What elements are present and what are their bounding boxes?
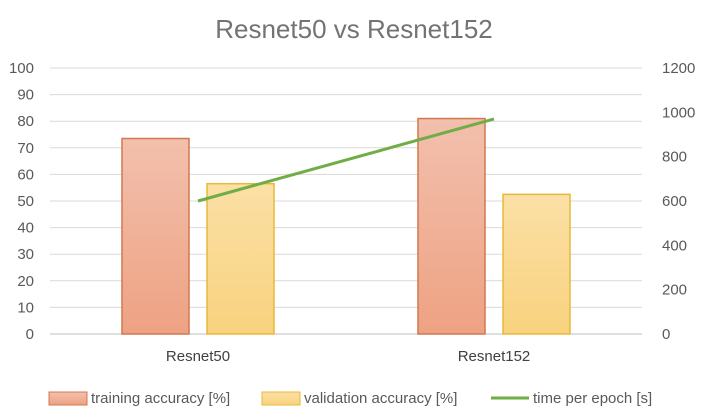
left-tick-label: 40 [17,220,34,237]
left-tick-label: 20 [17,273,34,290]
left-tick-label: 100 [9,60,34,77]
left-tick-label: 30 [17,246,34,263]
line-series [197,117,495,203]
right-axis-ticks: 0 200 400 600 800 1000 1200 [662,60,695,343]
right-tick-label: 1000 [662,104,695,121]
line-time-per-epoch [197,117,495,203]
category-label: Resnet152 [458,348,531,365]
bars [121,117,571,335]
left-axis-ticks: 0 10 20 30 40 50 60 70 80 90 100 [9,60,34,343]
left-tick-label: 80 [17,113,34,130]
legend: training accuracy [%] validation accuracy… [48,390,652,407]
legend-label: validation accuracy [%] [304,390,457,407]
bar [121,137,190,335]
right-tick-label: 800 [662,149,687,166]
left-tick-label: 50 [17,193,34,210]
legend-label: time per epoch [s] [533,390,652,407]
right-tick-label: 600 [662,193,687,210]
right-tick-label: 1200 [662,60,695,77]
legend-swatch [48,391,88,406]
legend-label: training accuracy [%] [91,390,230,407]
bar [417,117,486,335]
category-label: Resnet50 [166,348,230,365]
legend-swatch [261,391,301,406]
left-tick-label: 70 [17,140,34,157]
left-tick-label: 10 [17,299,34,316]
left-tick-label: 60 [17,166,34,183]
bar [206,182,275,335]
right-tick-label: 400 [662,237,687,254]
right-tick-label: 0 [662,326,670,343]
chart-title: Resnet50 vs Resnet152 [215,14,493,44]
left-tick-label: 90 [17,87,34,104]
bar [502,193,571,335]
left-tick-label: 0 [26,326,34,343]
category-labels: Resnet50 Resnet152 [166,348,530,365]
right-tick-label: 200 [662,282,687,299]
